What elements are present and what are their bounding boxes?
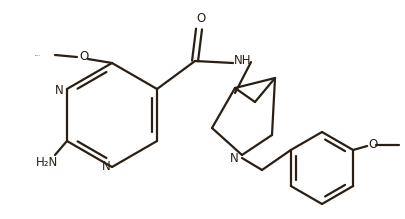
- Text: NH: NH: [234, 53, 252, 67]
- Text: H₂N: H₂N: [36, 157, 58, 170]
- Text: N: N: [102, 159, 111, 173]
- Text: methoxy: methoxy: [35, 54, 41, 56]
- Text: N: N: [55, 85, 63, 97]
- Text: O: O: [369, 138, 378, 152]
- Text: O: O: [196, 12, 206, 25]
- Text: N: N: [230, 152, 239, 166]
- Text: O: O: [79, 51, 89, 64]
